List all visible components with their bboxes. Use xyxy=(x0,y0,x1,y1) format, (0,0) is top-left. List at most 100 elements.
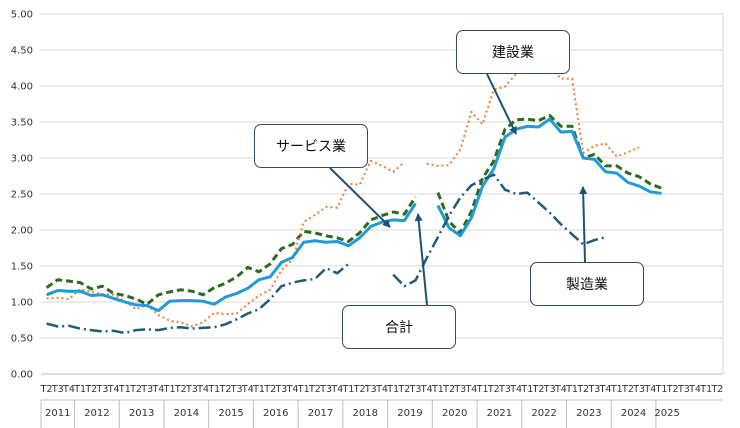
year-label: 2017 xyxy=(308,408,333,419)
year-label: 2019 xyxy=(397,408,422,419)
quarter-tick-label: T2 xyxy=(129,384,142,395)
year-label: 2016 xyxy=(263,408,288,419)
services-arrow xyxy=(329,167,391,228)
year-label: 2021 xyxy=(487,408,512,419)
series-line-manufacturing xyxy=(46,262,350,335)
series-line-total xyxy=(46,202,417,313)
series-line-services xyxy=(45,196,417,306)
y-tick-label: 0.50 xyxy=(11,334,33,345)
y-tick-label: 3.50 xyxy=(11,118,33,129)
quarter-tick-label: T1 xyxy=(610,384,623,395)
quarter-tick-label: T2 xyxy=(710,384,723,395)
quarter-tick-label: T1 xyxy=(73,384,86,395)
quarter-tick-label: T2 xyxy=(621,384,634,395)
quarter-tick-label: T3 xyxy=(587,384,600,395)
quarter-tick-label: T1 xyxy=(207,384,220,395)
total-arrow xyxy=(414,213,428,306)
quarter-tick-label: T3 xyxy=(453,384,466,395)
series-total xyxy=(46,117,662,313)
quarter-tick-label: T4 xyxy=(62,384,75,395)
quarter-tick-label: T3 xyxy=(543,384,556,395)
quarter-tick-label: T2 xyxy=(263,384,276,395)
series-layer xyxy=(45,56,663,335)
quarter-tick-label: T3 xyxy=(677,384,690,395)
quarter-tick-label: T3 xyxy=(498,384,511,395)
quarter-tick-label: T2 xyxy=(353,384,366,395)
quarter-tick-label: T4 xyxy=(509,384,522,395)
quarter-tick-label: T4 xyxy=(465,384,478,395)
quarter-tick-label: T4 xyxy=(241,384,254,395)
quarter-tick-label: T4 xyxy=(196,384,209,395)
y-tick-label: 2.50 xyxy=(11,190,33,201)
quarter-tick-label: T1 xyxy=(520,384,533,395)
year-label: 2012 xyxy=(84,408,109,419)
year-label: 2024 xyxy=(621,408,646,419)
series-line-services xyxy=(436,114,663,235)
quarter-tick-label: T3 xyxy=(632,384,645,395)
year-label: 2013 xyxy=(129,408,154,419)
y-tick-label: 0.00 xyxy=(11,370,33,381)
construction-callout: 建設業 xyxy=(456,30,570,74)
quarter-tick-label: T1 xyxy=(655,384,668,395)
quarter-tick-label: T4 xyxy=(420,384,433,395)
services-callout: サービス業 xyxy=(254,124,368,168)
y-tick-label: 1.50 xyxy=(11,262,33,273)
quarter-tick-label: T3 xyxy=(185,384,198,395)
y-tick-label: 5.00 xyxy=(11,10,33,21)
quarter-tick-label: T4 xyxy=(599,384,612,395)
quarter-tick-label: T1 xyxy=(476,384,489,395)
year-label: 2015 xyxy=(218,408,243,419)
series-manufacturing xyxy=(46,173,606,335)
series-line-manufacturing xyxy=(392,173,606,288)
quarter-tick-label: T1 xyxy=(118,384,131,395)
quarter-tick-label: T3 xyxy=(409,384,422,395)
quarter-tick-label: T3 xyxy=(51,384,64,395)
quarter-tick-label: T2 xyxy=(576,384,589,395)
quarter-tick-label: T1 xyxy=(297,384,310,395)
year-label: 2025 xyxy=(654,408,679,419)
quarter-tick-label: T3 xyxy=(364,384,377,395)
quarter-tick-label: T4 xyxy=(643,384,656,395)
quarter-tick-label: T1 xyxy=(565,384,578,395)
quarter-tick-label: T3 xyxy=(140,384,153,395)
quarter-tick-label: T3 xyxy=(274,384,287,395)
year-label: 2014 xyxy=(174,408,199,419)
quarter-tick-label: T2 xyxy=(40,384,53,395)
quarter-tick-label: T3 xyxy=(319,384,332,395)
quarter-tick-label: T2 xyxy=(308,384,321,395)
quarter-tick-label: T2 xyxy=(532,384,545,395)
y-tick-label: 2.00 xyxy=(11,226,33,237)
quarter-tick-label: T4 xyxy=(688,384,701,395)
quarter-tick-label: T4 xyxy=(151,384,164,395)
y-tick-label: 4.50 xyxy=(11,46,33,57)
construction-label: 建設業 xyxy=(492,45,534,61)
quarter-tick-label: T3 xyxy=(96,384,109,395)
manufacturing-label: 製造業 xyxy=(566,277,608,293)
quarter-tick-label: T4 xyxy=(554,384,567,395)
manufacturing-callout: 製造業 xyxy=(530,262,644,306)
quarter-tick-label: T1 xyxy=(431,384,444,395)
quarter-tick-label: T1 xyxy=(163,384,176,395)
quarter-tick-label: T2 xyxy=(84,384,97,395)
total-label: 合計 xyxy=(385,320,413,336)
gridlines xyxy=(41,13,724,375)
quarter-tick-label: T4 xyxy=(375,384,388,395)
year-label: 2018 xyxy=(353,408,378,419)
quarter-tick-label: T1 xyxy=(342,384,355,395)
services-label: サービス業 xyxy=(276,139,346,155)
year-label: 2011 xyxy=(45,408,70,419)
quarter-tick-label: T2 xyxy=(487,384,500,395)
year-label: 2022 xyxy=(531,408,556,419)
quarter-tick-label: T2 xyxy=(219,384,232,395)
quarter-tick-label: T3 xyxy=(230,384,243,395)
quarter-tick-label: T1 xyxy=(252,384,265,395)
quarter-tick-label: T1 xyxy=(699,384,712,395)
y-axis: 0.00 0.50 1.00 1.50 2.00 2.50 3.00 3.50 4.00 4.50… xyxy=(11,10,33,381)
y-tick-label: 3.00 xyxy=(11,154,33,165)
y-tick-label: 1.00 xyxy=(11,298,33,309)
year-label: 2023 xyxy=(576,408,601,419)
series-line-total xyxy=(436,117,662,238)
quarter-tick-label: T2 xyxy=(442,384,455,395)
x-axis: T2 T3 T4 T1 T2 T3 T4 T1 T2 T3 T4 T1 T2 T3 T4 T1 T2 T3 T4 T1… xyxy=(40,373,723,428)
